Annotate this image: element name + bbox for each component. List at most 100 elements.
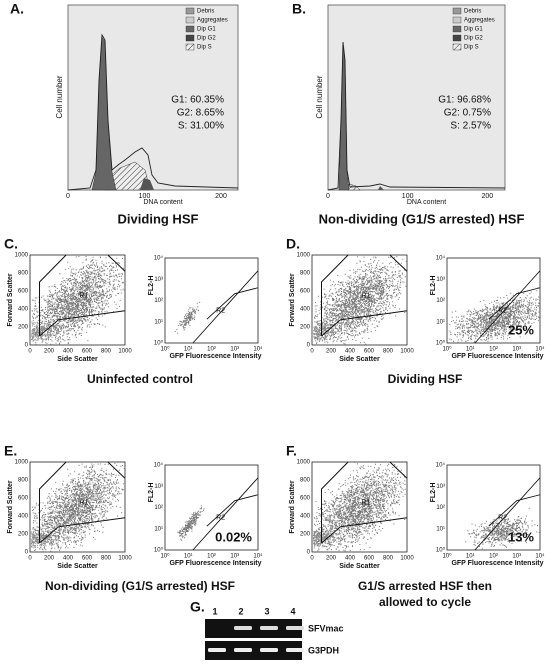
- y-tick-label: 10²: [154, 298, 163, 304]
- panel-caption: Uninfected control: [87, 372, 193, 386]
- event-cloud: [174, 301, 201, 334]
- event-cloud: [31, 463, 125, 552]
- x-tick-label: 10⁰: [160, 553, 170, 560]
- x-tick-label: 400: [345, 349, 356, 355]
- y-tick-label: 400: [18, 514, 29, 520]
- x-tick-label: 10²: [207, 347, 216, 353]
- legend-label: Debris: [464, 9, 481, 15]
- panel-letter: C.: [4, 236, 18, 252]
- legend-swatch: [452, 34, 462, 42]
- x-tick-label: 200: [44, 349, 55, 355]
- y-tick-label: 1000: [297, 253, 311, 259]
- event-cloud: [31, 256, 125, 346]
- x-tick-label: 800: [101, 349, 112, 355]
- x-tick-label: 10³: [230, 347, 239, 353]
- y-axis-label: Forward Scatter: [289, 273, 296, 327]
- gfp-percent: 25%: [508, 322, 534, 337]
- region-label: R2: [498, 515, 507, 522]
- x-tick-label: 0: [326, 193, 330, 200]
- legend-label: Debris: [197, 9, 214, 15]
- x-tick-label: 600: [82, 556, 93, 562]
- y-tick-label: 0: [25, 550, 29, 556]
- x-tick-label: 10⁰: [442, 346, 452, 353]
- y-tick-label: 10²: [436, 298, 445, 304]
- legend-swatch: [185, 7, 195, 15]
- x-tick-label: 600: [364, 556, 375, 562]
- x-axis-label: GFP Fluorescence Intensity: [451, 560, 543, 567]
- y-tick-label: 10³: [154, 277, 163, 283]
- cell-cycle-stat: G2: 8.65%: [177, 108, 224, 119]
- cell-cycle-stat: S: 2.57%: [450, 121, 491, 132]
- x-tick-label: 10³: [230, 554, 239, 560]
- y-tick-label: 10¹: [154, 526, 163, 532]
- gel-band: [286, 626, 304, 630]
- lane-label: 1: [212, 606, 217, 616]
- y-tick-label: 10³: [436, 484, 445, 490]
- y-tick-label: 10¹: [154, 319, 163, 325]
- y-tick-label: 10⁴: [436, 255, 446, 262]
- y-tick-label: 400: [18, 307, 29, 313]
- x-tick-label: 600: [364, 349, 375, 355]
- x-tick-label: 600: [82, 349, 93, 355]
- legend-label: Dip S: [197, 45, 212, 51]
- panel-caption: allowed to cycle: [379, 595, 471, 609]
- gate-label: R1: [79, 499, 88, 506]
- x-tick-label: 10¹: [184, 554, 193, 560]
- legend-label: Aggregates: [464, 18, 495, 24]
- gel-band: [260, 626, 278, 630]
- gate-r1: [321, 461, 408, 544]
- x-tick-label: 10⁴: [535, 553, 545, 560]
- x-tick-label: 200: [44, 556, 55, 562]
- y-tick-label: 800: [18, 271, 29, 277]
- panel-letter: D.: [286, 236, 300, 252]
- y-axis-label: Cell number: [315, 75, 324, 118]
- legend-swatch: [185, 34, 195, 42]
- gate-r1: [39, 254, 126, 337]
- x-tick-label: 0: [310, 556, 314, 562]
- legend-swatch: [452, 7, 462, 15]
- cell-cycle-stat: G2: 0.75%: [444, 108, 491, 119]
- legend-swatch: [452, 25, 462, 33]
- y-tick-label: 0: [307, 550, 311, 556]
- panel-letter: A.: [10, 1, 24, 17]
- y-tick-label: 0: [307, 343, 311, 349]
- gate-label: R1: [79, 292, 88, 299]
- x-tick-label: 800: [383, 556, 394, 562]
- panel-caption: G1/S arrested HSF then: [358, 579, 492, 593]
- y-tick-label: 600: [300, 496, 311, 502]
- y-axis-label: Cell number: [55, 75, 64, 118]
- x-tick-label: 200: [215, 193, 227, 200]
- event-cloud: [31, 526, 61, 552]
- gate-r2: [474, 477, 541, 551]
- lane-label: 2: [238, 606, 243, 616]
- legend-label: Aggregates: [197, 18, 228, 24]
- histogram-frame: [327, 4, 506, 191]
- histogram-outline: [327, 41, 506, 191]
- gel-band: [208, 648, 226, 652]
- gel-band: [286, 648, 304, 652]
- y-tick-label: 600: [18, 496, 29, 502]
- y-axis-label: FL2-H: [430, 483, 437, 503]
- x-tick-label: 1000: [118, 556, 132, 562]
- gel-strip: [205, 619, 302, 638]
- x-tick-label: 10¹: [184, 347, 193, 353]
- panel-caption: Non-dividing (G1/S arrested) HSF: [319, 211, 525, 226]
- x-axis-label: DNA content: [407, 199, 446, 206]
- x-tick-label: 100: [139, 193, 151, 200]
- y-axis-label: Forward Scatter: [7, 273, 14, 327]
- x-axis-label: GFP Fluorescence Intensity: [169, 560, 261, 567]
- legend-label: Dip G1: [197, 27, 216, 33]
- x-tick-label: 10³: [512, 554, 521, 560]
- y-tick-label: 10¹: [436, 319, 445, 325]
- x-tick-label: 10¹: [466, 554, 475, 560]
- y-axis-label: FL2-H: [148, 483, 155, 503]
- y-axis-label: FL2-H: [148, 276, 155, 296]
- x-tick-label: 0: [310, 349, 314, 355]
- histogram-outline: [67, 33, 239, 191]
- legend-swatch: [185, 43, 195, 51]
- gel-band: [234, 626, 252, 630]
- region-label: R2: [216, 308, 225, 315]
- gate-r2: [192, 477, 259, 551]
- x-tick-label: 0: [28, 349, 32, 355]
